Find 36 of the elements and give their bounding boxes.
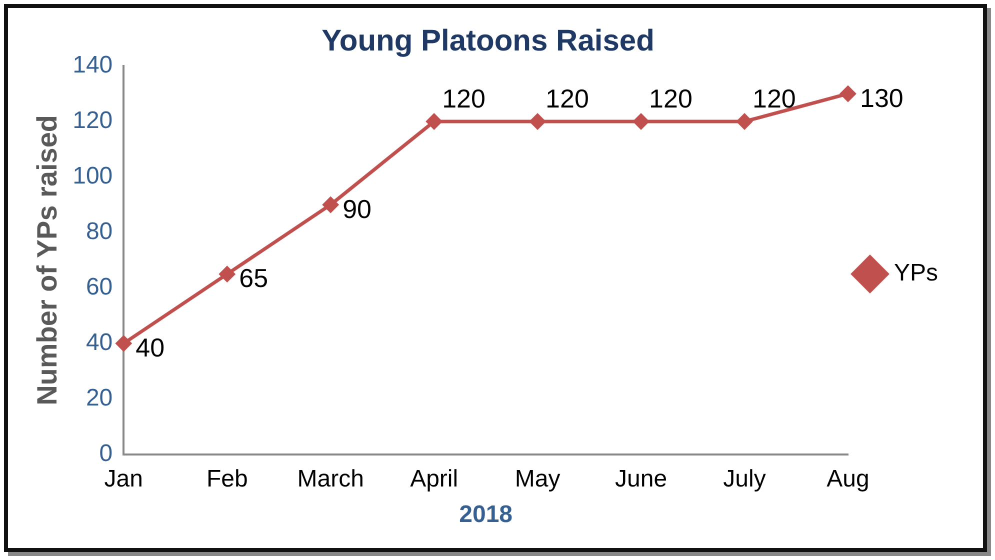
- data-label: 40: [136, 332, 165, 363]
- y-axis-title: Number of YPs raised: [32, 114, 63, 406]
- point: [116, 336, 132, 352]
- y-tick-label: 60: [86, 274, 113, 301]
- data-label: 120: [752, 84, 796, 114]
- data-label: 120: [546, 84, 589, 114]
- point: [840, 86, 856, 102]
- data-label: 65: [239, 263, 268, 294]
- data-label: 120: [649, 84, 692, 114]
- point: [322, 196, 338, 212]
- y-tick-label: 140: [72, 52, 113, 79]
- y-tick-label: 20: [86, 384, 113, 412]
- x-tick-label: July: [723, 465, 766, 492]
- x-axis-title: 2018: [459, 501, 513, 528]
- x-tick-label: Jan: [104, 465, 143, 492]
- point: [736, 114, 752, 130]
- y-tick-label: 80: [86, 218, 113, 246]
- point: [219, 266, 235, 282]
- y-tick-label: 120: [72, 107, 113, 134]
- chart-title: Young Platoons Raised: [322, 24, 654, 58]
- data-label: 120: [442, 84, 486, 114]
- point: [530, 114, 546, 130]
- y-tick-label: 0: [99, 440, 113, 468]
- point: [633, 114, 649, 130]
- x-tick-label: March: [297, 465, 364, 492]
- x-tick-label: April: [410, 465, 458, 492]
- point: [426, 114, 442, 130]
- x-tick-label: Feb: [206, 465, 248, 492]
- x-tick-label: May: [514, 465, 560, 492]
- data-label: 130: [860, 82, 904, 113]
- legend-label: YPs: [894, 260, 938, 287]
- x-tick-label: Aug: [826, 465, 870, 492]
- y-tick-label: 100: [72, 162, 113, 190]
- y-tick-label: 40: [86, 329, 113, 356]
- data-label: 90: [342, 194, 372, 224]
- x-tick-label: June: [615, 465, 668, 492]
